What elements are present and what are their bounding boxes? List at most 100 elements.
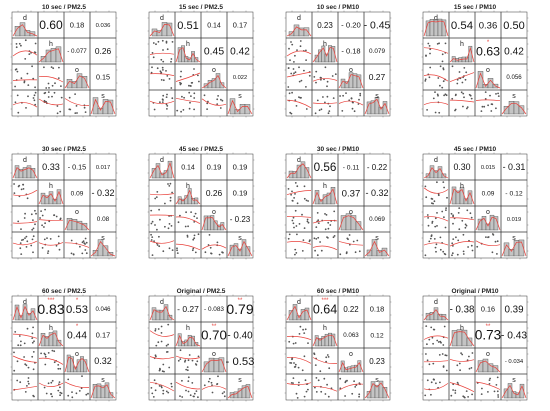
scatter-point [193, 215, 196, 218]
correlation-value: - 0.083 [204, 306, 224, 313]
histogram-bar [30, 308, 36, 321]
scatter-point [179, 214, 181, 217]
scatter-point [437, 194, 440, 197]
histogram-bar [304, 167, 310, 179]
scatter-point [445, 354, 448, 357]
scatter-point [216, 98, 219, 101]
density-curve [312, 334, 338, 347]
scatter-point [171, 249, 174, 252]
fit-line [175, 72, 201, 82]
scatter-point [44, 355, 47, 358]
scatter-point [32, 394, 35, 397]
scatter-point [156, 67, 159, 70]
density-curve [149, 162, 175, 179]
scatter-point [441, 353, 444, 355]
scatter-point [464, 223, 467, 226]
scatter-point [451, 252, 454, 255]
scatter-point [207, 380, 210, 383]
scatter-point [470, 97, 473, 100]
scatter-point [435, 382, 437, 385]
variable-label: d [23, 157, 27, 164]
scatter-point [194, 212, 197, 215]
scatter-point [18, 335, 21, 337]
correlation-value: 0.14 [181, 164, 195, 171]
histogram-bar [108, 392, 114, 399]
scatter-point [196, 360, 199, 363]
scatter-point [193, 392, 196, 395]
scatter-point [324, 101, 326, 104]
scatter-point [317, 236, 320, 239]
fit-line [286, 241, 312, 245]
correlation-value: 0.069 [369, 216, 385, 223]
scatter-point [326, 95, 329, 98]
scatter-point [466, 107, 468, 110]
density-curve [90, 98, 116, 115]
matrix-cell [474, 89, 502, 117]
correlation-value: 0.36 [479, 20, 498, 31]
fit-line [312, 78, 338, 82]
fit-line [449, 358, 475, 362]
scatter-point [345, 92, 347, 94]
scatter-point [466, 209, 469, 212]
correlation-value: 0.017 [96, 165, 110, 171]
scatter-point [31, 65, 33, 68]
scatter-point [295, 392, 298, 395]
variable-label: s [238, 377, 242, 384]
scatter-point [289, 111, 292, 114]
scatter-point [170, 382, 173, 385]
scatter-point [437, 94, 439, 97]
scatter-point [31, 337, 34, 339]
density-curve [338, 361, 364, 373]
scatter-point [25, 107, 27, 109]
scatter-point [495, 93, 497, 95]
scatter-point [292, 342, 295, 345]
scatter-point [441, 53, 444, 56]
scatter-point [191, 249, 194, 252]
scatter-point [151, 66, 153, 69]
fit-line [38, 357, 64, 365]
correlation-value: 0.26 [206, 188, 223, 198]
scatter-point [491, 233, 494, 235]
histogram-bar [354, 364, 358, 373]
variable-label: s [375, 93, 379, 100]
correlation-value: - 0.12 [505, 190, 523, 197]
matrix-cell [63, 231, 91, 259]
panel-title: Original / PM2.5 [177, 288, 226, 295]
scatter-point [210, 381, 213, 384]
scatter-point [315, 377, 318, 379]
scatter-point [161, 66, 164, 69]
density-curve [201, 359, 227, 373]
scatter-point [203, 384, 206, 387]
scatter-point [481, 387, 483, 390]
density-curve [286, 305, 312, 321]
correlation-value: - 0.077 [67, 48, 87, 55]
scatter-point [45, 87, 48, 89]
scatter-point [432, 362, 435, 365]
scatter-point [153, 240, 156, 243]
fit-line [38, 98, 64, 106]
scatter-point [25, 235, 28, 238]
scatter-point [455, 236, 457, 239]
variable-label: s [512, 235, 516, 242]
scatter-point [189, 101, 191, 104]
scatter-point [162, 94, 165, 97]
matrix-cell [363, 231, 391, 259]
scatter-point [292, 222, 295, 225]
density-curve [149, 24, 175, 37]
variable-label: o [349, 351, 353, 358]
scatter-point [352, 101, 354, 104]
scatter-point [442, 181, 445, 184]
scatter-point [324, 393, 327, 395]
scatter-point [24, 363, 27, 366]
scatter-point [303, 395, 306, 398]
scatter-point [216, 383, 219, 385]
scatter-point [452, 214, 454, 217]
fit-line [149, 193, 175, 196]
scatter-point [289, 362, 291, 364]
scatter-point [185, 389, 187, 392]
correlation-value: 0.079 [369, 48, 385, 55]
scatter-point [208, 234, 211, 236]
matrix-cell [448, 347, 476, 375]
scatter-point [30, 213, 33, 216]
scatter-point [83, 106, 86, 109]
